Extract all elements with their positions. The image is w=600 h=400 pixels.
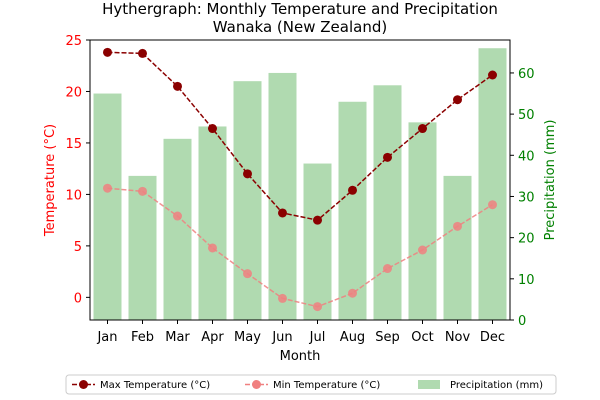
precipitation-bar-jan [93,93,122,320]
legend-min-label: Min Temperature (°C) [273,380,380,391]
x-tick-label-jul: Jul [309,330,326,345]
x-tick-label-jan: Jan [96,330,117,345]
max-temp-point-may [243,169,252,179]
max-temp-point-sep [383,152,392,162]
x-tick-label-dec: Dec [480,330,505,345]
max-temp-point-apr [208,124,217,134]
x-tick-label-feb: Feb [131,330,154,345]
max-temp-point-jun [278,208,287,218]
left-tick-label: 25 [65,34,82,49]
min-temp-point-jun [278,293,287,303]
max-temp-point-oct [418,124,427,134]
precipitation-bar-sep [373,85,402,320]
temperature-lines [103,47,497,312]
max-temp-point-aug [348,185,357,195]
x-tick-label-sep: Sep [375,330,400,345]
min-temp-point-jul [313,302,322,312]
left-axis-label: Temperature (°C) [43,124,58,237]
min-temp-point-apr [208,243,217,253]
min-temp-line [107,187,493,308]
max-temp-point-feb [138,48,147,58]
precipitation-bar-dec [478,48,507,321]
x-tick-label-apr: Apr [201,330,224,345]
min-temp-point-mar [173,211,182,221]
chart-title-line2: Wanaka (New Zealand) [213,18,387,36]
right-axis-label: Precipitation (mm) [543,120,558,241]
min-temp-point-sep [383,264,392,274]
legend: Max Temperature (°C) Min Temperature (°C… [65,374,557,395]
right-tick-label: 50 [518,108,535,123]
right-tick-label: 0 [518,314,526,329]
legend-max-marker [79,380,88,389]
min-temp-point-aug [348,288,357,298]
max-temp-point-nov [453,95,462,105]
x-tick-label-oct: Oct [411,330,433,345]
x-axis-label: Month [280,349,321,364]
legend-precip-label: Precipitation (mm) [450,380,543,391]
right-tick-label: 30 [518,190,535,205]
plot-frame [89,39,511,321]
precipitation-bar-oct [408,122,437,321]
x-tick-label-nov: Nov [445,330,471,345]
precipitation-bar-jul [303,163,332,320]
x-tick-label-aug: Aug [340,330,365,345]
right-precipitation-axis: 0 10 20 30 40 50 60 [510,67,535,329]
x-tick-label-jun: Jun [271,330,292,345]
min-temp-point-jan [103,183,112,193]
legend-min-marker [252,380,261,389]
precipitation-bar-jun [268,72,297,320]
right-tick-label: 10 [518,273,535,288]
left-tick-label: 15 [65,137,82,152]
min-temp-point-dec [488,200,497,210]
left-tick-label: 5 [74,240,82,255]
legend-precip-swatch [418,380,440,389]
precipitation-bar-aug [338,101,367,320]
precipitation-bar-mar [163,138,192,320]
max-temp-line [107,51,493,221]
max-temp-point-dec [488,70,497,80]
right-tick-label: 40 [518,149,535,164]
min-temp-point-nov [453,221,462,231]
right-tick-label: 20 [518,232,535,247]
precipitation-bar-nov [443,175,472,320]
min-temp-point-may [243,269,252,279]
left-tick-label: 10 [65,188,82,203]
precipitation-bars [93,48,507,321]
precipitation-bar-feb [128,175,157,320]
max-temp-point-jan [103,47,112,57]
min-temp-point-feb [138,186,147,196]
x-tick-label-mar: Mar [165,330,190,345]
right-tick-label: 60 [518,67,535,82]
chart-title-line1: Hythergraph: Monthly Temperature and Pre… [102,0,498,18]
legend-box [65,374,557,395]
max-temp-point-jul [313,215,322,225]
x-tick-label-may: May [234,330,261,345]
max-temp-point-mar [173,81,182,91]
left-tick-label: 20 [65,85,82,100]
min-temp-point-oct [418,245,427,255]
month-axis: Jan Feb Mar Apr May Jun Jul Aug Sep Oct Nov Dec [96,320,505,345]
left-temperature-axis: 0 5 10 15 20 25 [65,34,90,306]
legend-max-label: Max Temperature (°C) [100,380,210,391]
precipitation-bar-apr [198,126,227,321]
precipitation-bar-may [233,81,262,320]
left-tick-label: 0 [74,291,82,306]
